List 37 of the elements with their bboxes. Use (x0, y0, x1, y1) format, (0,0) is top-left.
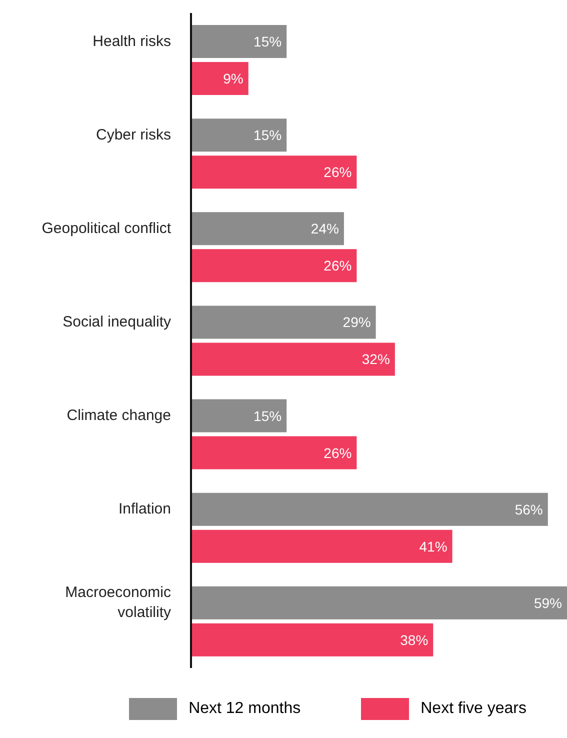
bar (191, 25, 287, 58)
bar (191, 623, 434, 656)
y-tick-label: Health risks (92, 32, 171, 50)
y-tick-label: Inflation (118, 500, 171, 518)
data-label: 38% (400, 632, 428, 648)
data-label: 41% (419, 538, 448, 554)
data-label: 56% (514, 501, 543, 518)
data-label: 29% (342, 314, 371, 330)
bar (191, 586, 567, 620)
y-tick-label: Climate change (66, 407, 171, 424)
data-label: 15% (254, 33, 282, 50)
bar (191, 249, 357, 282)
data-label: 15% (254, 408, 282, 424)
data-label: 59% (534, 594, 562, 611)
data-label: 26% (324, 164, 352, 180)
bar (191, 212, 344, 246)
bar (191, 306, 376, 339)
data-label: 9% (223, 70, 244, 86)
bar (191, 342, 395, 376)
y-tick-label: Cyber risks (96, 126, 171, 144)
y-tick-label: Geopolitical conflict (42, 220, 172, 237)
bar (191, 530, 452, 563)
data-label: 26% (324, 444, 352, 461)
bar (191, 62, 248, 95)
data-label: 15% (254, 127, 282, 144)
bar (191, 156, 357, 189)
bar (191, 118, 287, 152)
bar (191, 399, 287, 432)
y-tick-label: Social inequality (62, 313, 172, 330)
data-label: 32% (362, 351, 390, 368)
bar (191, 436, 357, 470)
bar (191, 492, 548, 526)
data-label: 26% (324, 258, 352, 274)
legend-label: Next 12 months (188, 700, 301, 718)
y-tick-label: Macroeconomic volatility (65, 584, 172, 622)
legend-label: Next five years (420, 700, 526, 718)
data-label: 24% (310, 220, 339, 237)
